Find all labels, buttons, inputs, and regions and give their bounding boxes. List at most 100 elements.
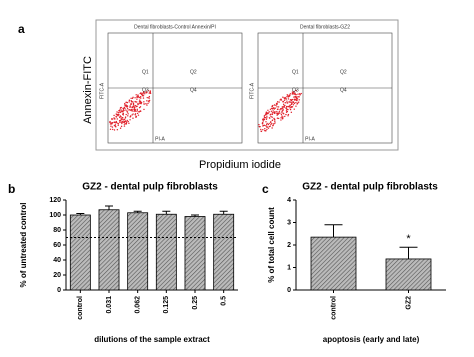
cell-dot (117, 124, 119, 127)
x-tick-label: 0.062 (135, 296, 142, 314)
cell-dot (131, 97, 134, 100)
cell-dot (276, 102, 278, 105)
y-tick-label: 4 (287, 197, 291, 204)
cell-dot (127, 115, 129, 117)
cell-dot (131, 114, 133, 116)
cell-dot (286, 100, 288, 102)
cell-dot (146, 96, 148, 99)
cell-dot (128, 122, 130, 125)
cell-dot (271, 106, 273, 108)
bar (184, 216, 206, 291)
quadrant-label: Q1 (292, 69, 299, 75)
cell-dot (113, 129, 116, 131)
cell-dot (119, 116, 121, 119)
cell-dot (266, 122, 268, 125)
cell-dot (119, 121, 121, 123)
cell-dot (281, 111, 283, 113)
cell-dot (117, 115, 119, 117)
cell-dot (119, 115, 122, 117)
cell-dot (276, 112, 279, 114)
cell-dot (287, 95, 289, 97)
cell-dot (269, 108, 272, 110)
cell-dot (115, 116, 118, 118)
quadrant-label: Q2 (340, 69, 347, 75)
cell-dot (122, 117, 124, 119)
cell-dot (111, 126, 114, 128)
cell-dot (135, 94, 137, 96)
cell-dot (270, 121, 272, 123)
cell-dot (139, 96, 142, 98)
cell-dot (276, 101, 279, 103)
cell-dot (148, 97, 150, 99)
bar (98, 209, 120, 291)
cell-dot (118, 113, 120, 116)
cell-dot (132, 117, 134, 119)
cell-dot (111, 122, 114, 124)
cell-dot (297, 93, 299, 95)
cell-dot (134, 113, 136, 116)
cell-dot (135, 101, 138, 103)
cell-dot (268, 111, 270, 113)
cell-dot (258, 125, 261, 128)
cell-dot (138, 99, 141, 101)
cell-dot (285, 107, 288, 109)
cell-dot (275, 104, 277, 107)
axis-name: PI-A (155, 136, 165, 142)
cell-dot (264, 129, 266, 132)
cell-dot (135, 105, 137, 108)
cell-dot (279, 112, 281, 114)
cell-dot (281, 115, 283, 117)
cell-dot (131, 110, 133, 112)
cell-dot (273, 123, 275, 125)
cell-dot (122, 112, 125, 115)
cell-dot (122, 107, 124, 110)
cell-dot (140, 93, 143, 96)
cell-dot (284, 115, 286, 118)
cell-dot (266, 115, 268, 117)
cell-dot (134, 97, 136, 99)
cell-dot (146, 100, 148, 102)
cell-dot (131, 106, 133, 108)
cell-dot (276, 117, 279, 119)
cell-dot (282, 96, 284, 98)
bar (310, 236, 357, 291)
quadrant-label: Q4 (190, 87, 197, 93)
cell-dot (120, 119, 123, 121)
cell-dot (134, 104, 137, 107)
cell-dot (271, 122, 273, 125)
x-tick-label: control (330, 296, 337, 320)
cell-dot (273, 104, 276, 106)
cell-dot (147, 89, 149, 92)
cell-dot (118, 120, 121, 122)
cell-dot (273, 118, 276, 121)
y-tick-label: 80 (53, 227, 61, 234)
cell-dot (260, 130, 263, 133)
cell-dot (268, 117, 271, 119)
y-tick-label: 0 (57, 287, 61, 294)
cell-dot (270, 107, 273, 110)
cell-dot (282, 106, 285, 108)
cell-dot (137, 114, 140, 116)
y-label: Annexin-FITC (82, 56, 94, 124)
quadrant-label: Q3 (292, 87, 299, 93)
x-tick-label: 0.25 (192, 296, 199, 310)
cell-dot (120, 116, 122, 118)
cell-dot (120, 109, 122, 111)
cell-dot (272, 110, 274, 112)
bar (127, 212, 149, 291)
cell-dot (287, 113, 290, 116)
axis-name: FITC-A (249, 82, 255, 99)
cell-dot (148, 95, 151, 98)
cell-dot (122, 109, 125, 111)
cell-dot (132, 113, 134, 115)
cell-dot (124, 117, 127, 119)
cell-dot (142, 91, 145, 93)
cell-dot (137, 94, 139, 96)
cell-dot (278, 101, 280, 103)
cell-dot (293, 98, 295, 101)
cell-dot (126, 111, 129, 113)
cell-dot (135, 110, 137, 113)
cell-dot (129, 106, 131, 108)
cell-dot (140, 92, 143, 95)
cell-dot (278, 110, 281, 113)
